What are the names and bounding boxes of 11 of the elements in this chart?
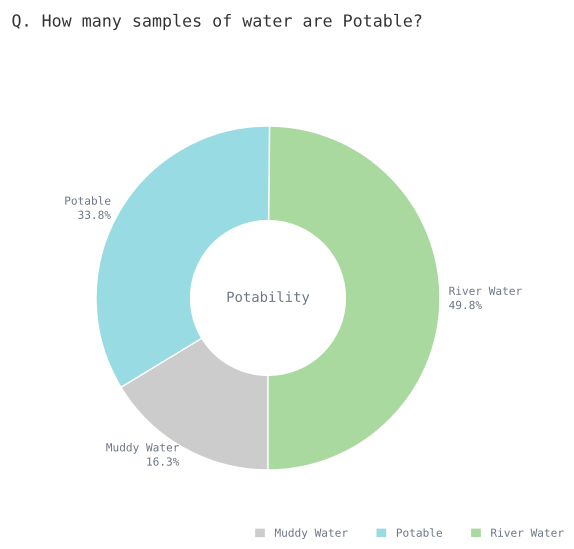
text: Potability <box>228 291 310 305</box>
data-label: 33.8% <box>78 210 111 220</box>
data-label: 49.8% <box>449 300 482 310</box>
slice-label: River Water <box>449 286 522 295</box>
legend-label: River Water <box>491 528 564 537</box>
data-label: 16.3% <box>147 457 180 466</box>
legend-label: Muddy Water <box>274 528 348 539</box>
chart-title: Q. How many samples of water are Potable? <box>12 14 422 30</box>
slice-label: Muddy Water <box>106 442 180 454</box>
slice-label: Potable <box>65 196 110 205</box>
legend-label: Potable <box>396 528 442 537</box>
